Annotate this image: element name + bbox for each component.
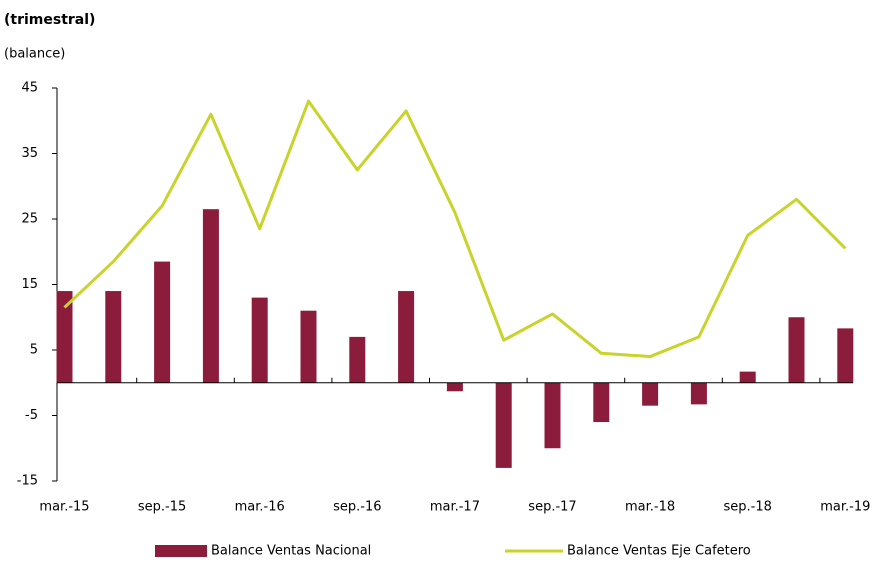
y-axis-label: (balance): [4, 47, 65, 62]
bar: [495, 382, 512, 468]
subtitle: (trimestral): [4, 12, 95, 28]
bar: [642, 382, 659, 406]
x-tick-label: sep.-18: [724, 500, 772, 515]
y-tick-label: 5: [30, 343, 38, 358]
bar: [788, 317, 805, 383]
x-tick-label: mar.-18: [625, 500, 675, 515]
bar: [56, 291, 73, 383]
x-tick-label: mar.-16: [235, 500, 285, 515]
legend-swatch: [155, 545, 207, 557]
bar: [837, 328, 854, 383]
line: [63, 99, 847, 359]
bar: [251, 297, 268, 383]
x-tick-label: sep.-15: [138, 500, 186, 515]
bar: [154, 261, 171, 383]
x-tick-label: mar.-15: [39, 500, 89, 515]
y-tick-label: 15: [21, 277, 38, 292]
bar: [398, 291, 415, 383]
bar: [349, 336, 366, 383]
y-tick-label: 35: [21, 146, 38, 161]
bar: [105, 291, 122, 383]
bar: [202, 209, 219, 383]
legend-label: Balance Ventas Eje Cafetero: [567, 544, 751, 559]
legend-label: Balance Ventas Nacional: [211, 544, 371, 559]
y-tick-label: -5: [25, 408, 38, 423]
bar: [690, 382, 707, 405]
y-tick-label: -15: [17, 474, 38, 489]
bar: [446, 382, 463, 392]
bar: [739, 371, 756, 383]
bar: [544, 382, 561, 449]
x-tick-label: sep.-17: [528, 500, 576, 515]
x-tick-label: mar.-19: [820, 500, 870, 515]
x-tick-label: mar.-17: [430, 500, 480, 515]
bar: [300, 310, 317, 383]
bar: [593, 382, 610, 423]
y-tick-label: 25: [21, 212, 38, 227]
y-tick-label: 45: [21, 81, 38, 96]
x-tick-label: sep.-16: [333, 500, 381, 515]
